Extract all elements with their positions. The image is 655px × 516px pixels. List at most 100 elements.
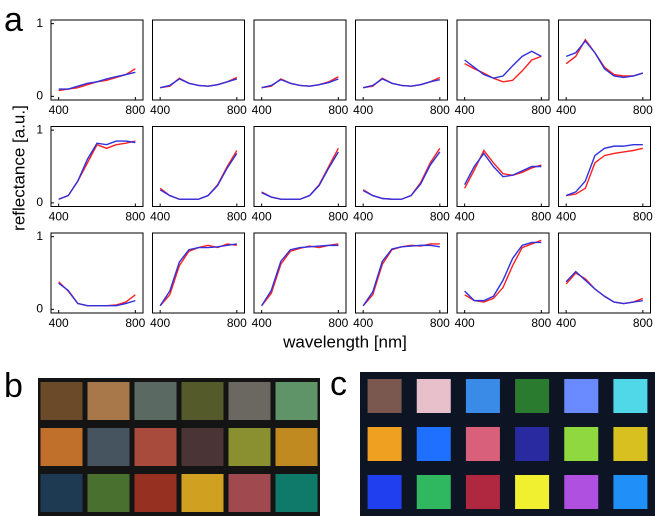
color-patch (87, 428, 130, 466)
x-tick-label: 800 (328, 103, 348, 117)
x-tick-label: 400 (455, 103, 475, 117)
color-patch (40, 474, 83, 512)
spectrum-line (565, 143, 643, 197)
x-tick-label: 800 (227, 103, 247, 117)
x-tick-label: 800 (633, 210, 653, 224)
x-tick-label: 400 (252, 210, 272, 224)
x-tick-label: 400 (353, 103, 373, 117)
spectrum-line (261, 151, 339, 200)
color-patch (367, 475, 402, 509)
plot-frame (355, 126, 448, 207)
x-tick-label: 400 (252, 103, 272, 117)
spectrum-line (464, 149, 542, 189)
y-tick-label: 1 (36, 229, 43, 243)
color-patch (228, 382, 271, 420)
x-tick-label: 400 (252, 316, 272, 330)
spectrum-line (159, 243, 237, 307)
spectrum-line (565, 39, 644, 79)
x-tick-label: 800 (531, 103, 551, 117)
color-patch (87, 474, 130, 512)
y-tick-label: 0 (36, 302, 43, 316)
x-tick-label: 400 (49, 103, 69, 117)
x-tick-label: 800 (531, 316, 551, 330)
color-patch (613, 427, 648, 461)
y-tick-label: 1 (36, 122, 43, 136)
x-tick-label: 400 (556, 210, 576, 224)
x-tick-label: 400 (556, 103, 576, 117)
plot-frame (152, 232, 245, 314)
spectrum-line (363, 78, 440, 89)
spectrum-line (58, 71, 136, 90)
x-tick-label: 800 (125, 103, 145, 117)
color-patch (416, 427, 451, 461)
plot-frame (456, 232, 550, 314)
color-patch (275, 474, 318, 512)
spectrum-line (261, 78, 339, 89)
plot-frame (152, 19, 245, 101)
plot-frame (50, 19, 144, 101)
spectrum-line (464, 241, 542, 302)
x-tick-label: 400 (455, 316, 475, 330)
panel-label: a (4, 1, 23, 39)
color-patch (613, 475, 648, 509)
color-patch (228, 474, 271, 512)
color-patch (564, 427, 599, 461)
color-patch (367, 427, 402, 461)
plot-frame (355, 232, 448, 314)
x-tick-label: 400 (556, 316, 576, 330)
color-patch (515, 427, 550, 461)
x-tick-label: 800 (430, 103, 450, 117)
x-tick-label: 400 (455, 210, 475, 224)
spectrum-line (159, 153, 238, 200)
x-tick-label: 800 (328, 210, 348, 224)
color-patch (613, 379, 648, 413)
x-tick-label: 400 (353, 210, 373, 224)
plot-frame (253, 19, 347, 101)
color-patch (465, 379, 500, 413)
color-patch (515, 475, 550, 509)
x-axis-label: wavelength [nm] (282, 332, 407, 351)
spectrum-line (58, 140, 136, 200)
panel-label: b (4, 367, 23, 405)
color-patch (40, 382, 83, 420)
x-tick-label: 800 (430, 210, 450, 224)
x-tick-label: 800 (633, 103, 653, 117)
color-patch (134, 382, 177, 420)
color-patch (367, 379, 402, 413)
x-tick-label: 800 (125, 210, 145, 224)
color-patch (515, 379, 550, 413)
x-tick-label: 800 (531, 210, 551, 224)
color-patch (40, 428, 83, 466)
color-patch (134, 474, 177, 512)
spectrum-line (464, 50, 542, 79)
spectrum-line (565, 270, 643, 305)
color-patch (275, 428, 318, 466)
color-patch (228, 428, 271, 466)
color-patch (181, 474, 224, 512)
x-tick-label: 800 (227, 210, 247, 224)
color-patch (416, 475, 451, 509)
x-tick-label: 800 (227, 316, 247, 330)
x-tick-label: 400 (150, 210, 170, 224)
spectrum-line (362, 151, 441, 200)
x-tick-label: 400 (49, 210, 69, 224)
plot-frame (50, 126, 144, 207)
plot-frame (456, 19, 550, 101)
plot-frame (152, 126, 245, 207)
y-tick-label: 0 (36, 195, 43, 209)
plot-frame (253, 126, 347, 207)
spectrum-line (261, 244, 339, 307)
color-patch (275, 382, 318, 420)
color-patch (465, 427, 500, 461)
x-tick-label: 800 (633, 316, 653, 330)
x-tick-label: 800 (430, 316, 450, 330)
y-tick-label: 0 (36, 89, 43, 103)
x-tick-label: 400 (353, 316, 373, 330)
spectrum-line (58, 282, 136, 307)
x-tick-label: 800 (328, 316, 348, 330)
y-axis-label: reflectance [a.u.] (9, 105, 28, 231)
x-tick-label: 400 (150, 316, 170, 330)
spectrum-line (160, 78, 238, 89)
color-patch (181, 428, 224, 466)
